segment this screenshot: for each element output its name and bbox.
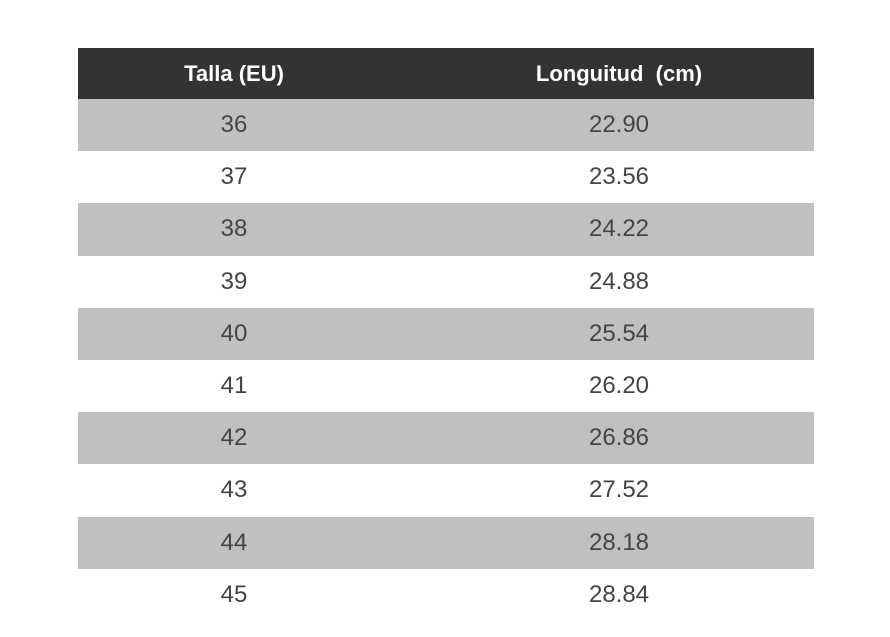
table-cell: 22.90	[390, 99, 814, 152]
table-cell: 26.86	[390, 412, 814, 465]
table-cell: 24.22	[390, 203, 814, 256]
table-row: 39 24.88	[78, 256, 814, 308]
size-table: Talla (EU) Longuitud (cm) 36 22.90 37 23.56…	[78, 48, 814, 621]
table-cell: 40	[78, 307, 390, 360]
table-row: 43 27.52	[78, 464, 814, 516]
table-cell: 44	[78, 516, 390, 569]
header-row: Talla (EU) Longuitud (cm)	[78, 48, 814, 99]
table-row: 45 28.84	[78, 569, 814, 621]
table-cell: 27.52	[588, 476, 650, 504]
table-header: Talla (EU) Longuitud (cm)	[78, 48, 814, 99]
table-cell: 43	[220, 476, 248, 504]
table-cell: 38	[78, 203, 390, 256]
table-cell: 28.84	[588, 580, 650, 608]
table-cell: 23.56	[588, 163, 650, 191]
table-cell: 39	[220, 267, 248, 295]
table-cell: 24.88	[588, 267, 650, 295]
table-row: 38 24.22	[78, 203, 814, 256]
table-cell: 25.54	[390, 307, 814, 360]
table-row: 41 26.20	[78, 360, 814, 412]
table-row: 40 25.54	[78, 307, 814, 360]
table-cell: 36	[78, 99, 390, 152]
table-cell: 45	[220, 580, 248, 608]
table-cell: 26.20	[588, 372, 650, 400]
table-row: 42 26.86	[78, 412, 814, 465]
table-row: 37 23.56	[78, 151, 814, 203]
header-cell: Talla (EU)	[78, 48, 390, 99]
table-cell: 28.18	[390, 516, 814, 569]
table-cell: 37	[220, 163, 248, 191]
table-cell: 42	[78, 412, 390, 465]
header-cell: Longuitud (cm)	[390, 48, 814, 99]
table-row: 44 28.18	[78, 516, 814, 569]
table-cell: 41	[220, 372, 248, 400]
table-body: 36 22.90 37 23.56 38 24.22 39 24.88 40 25.54 41 26.…	[78, 99, 814, 621]
table-row: 36 22.90	[78, 99, 814, 152]
